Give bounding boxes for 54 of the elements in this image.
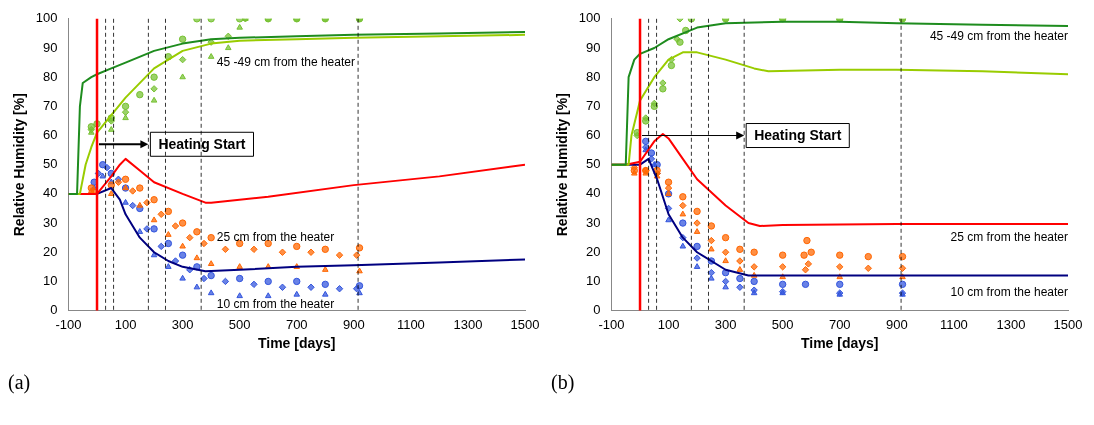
ref-line-label: Heating Start (754, 127, 842, 144)
annotation: 25 cm from the heater (950, 229, 1068, 244)
annotation: 10 cm from the heater (216, 297, 335, 312)
x-tick-label: 700 (285, 316, 308, 332)
x-tick-label: 300 (714, 316, 737, 332)
x-tick-label: 1300 (996, 316, 1026, 332)
y-tick-label: 80 (586, 68, 601, 84)
ref-line-label: Heating Start (158, 136, 246, 153)
y-tick-label: 50 (43, 156, 58, 172)
x-tick-label: 500 (228, 316, 251, 332)
y-tick-label: 60 (586, 127, 601, 143)
y-tick-label: 10 (43, 273, 58, 288)
y-tick-label: 20 (43, 243, 58, 259)
x-tick-label: 1100 (396, 316, 425, 332)
y-tick-label: 30 (586, 214, 601, 230)
y-tick-label: 100 (35, 10, 58, 26)
y-tick-label: 30 (43, 214, 58, 230)
text: (b) (551, 371, 576, 394)
text: (a) (8, 371, 32, 394)
x-tick-label: 100 (114, 316, 137, 332)
y-tick-label: 80 (43, 68, 58, 84)
y-axis-title: Relative Humidity [%] (554, 93, 571, 237)
x-tick-label: 300 (171, 316, 194, 332)
x-tick-label: 900 (885, 316, 908, 332)
x-tick-label: 700 (828, 316, 851, 332)
y-tick-label: 60 (43, 127, 58, 143)
x-tick-label: 500 (771, 316, 794, 332)
y-tick-label: 70 (43, 97, 58, 113)
x-tick-label: -100 (598, 316, 625, 332)
y-tick-label: 100 (578, 10, 601, 26)
y-tick-label: 40 (43, 185, 58, 201)
y-tick-label: 40 (586, 185, 601, 201)
x-axis-title: Time [days] (800, 335, 879, 352)
x-tick-label: 1500 (510, 316, 540, 332)
annotation: 45 -49 cm from the heater (216, 54, 355, 69)
x-tick-label: 900 (342, 316, 365, 332)
y-axis-title: Relative Humidity [%] (11, 93, 28, 237)
y-tick-label: 90 (43, 39, 58, 55)
x-tick-label: -100 (55, 316, 82, 332)
y-tick-label: 50 (586, 156, 601, 172)
x-tick-label: 1100 (939, 316, 968, 332)
y-tick-label: 90 (586, 39, 601, 55)
y-tick-label: 20 (586, 243, 601, 259)
annotation: 25 cm from the heater (216, 229, 335, 244)
y-tick-label: 0 (593, 302, 601, 318)
x-tick-label: 1500 (1053, 316, 1083, 332)
x-axis-title: Time [days] (257, 335, 336, 352)
annotation: 45 -49 cm from the heater (929, 28, 1068, 43)
x-tick-label: 100 (657, 316, 680, 332)
y-tick-label: 10 (586, 273, 601, 288)
y-tick-label: 70 (586, 97, 601, 113)
y-tick-label: 0 (50, 302, 58, 318)
x-tick-label: 1300 (453, 316, 483, 332)
annotation: 10 cm from the heater (950, 285, 1068, 300)
